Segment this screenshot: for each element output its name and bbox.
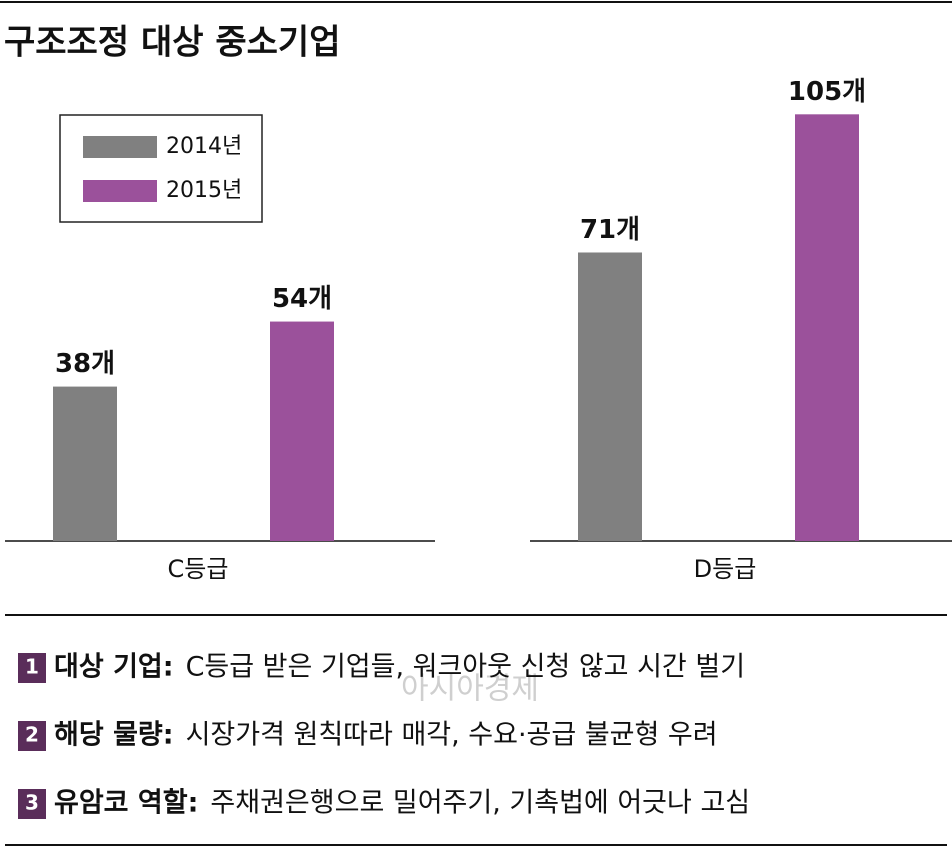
bar xyxy=(795,114,859,542)
watermark: 아시아경제 xyxy=(401,672,539,707)
note-number-box xyxy=(18,653,46,683)
x-tick-label: C등급 xyxy=(168,555,229,583)
note-text: 시장가격 원칙따라 매각, 수요·공급 불균형 우려 xyxy=(186,720,718,751)
bar xyxy=(53,386,117,541)
legend-box xyxy=(59,114,263,223)
note-number: 2 xyxy=(25,723,39,747)
bar xyxy=(578,252,642,541)
bar xyxy=(270,321,334,541)
note-text: C등급 받은 기업들, 워크아웃 신청 않고 시간 벌기 xyxy=(186,652,745,683)
note-label: 유암코 역할: xyxy=(54,788,198,819)
legend-label: 2014년 xyxy=(166,134,242,159)
legend-label: 2015년 xyxy=(166,178,242,203)
value-label: 54개 xyxy=(272,284,332,314)
value-label: 71개 xyxy=(580,215,640,245)
chart-title: 구조조정 대상 중소기업 xyxy=(4,23,340,63)
note-text: 주채권은행으로 밀어주기, 기촉법에 어긋나 고심 xyxy=(210,788,750,819)
value-label: 38개 xyxy=(55,349,115,379)
note-label: 해당 물량: xyxy=(54,720,174,751)
note-number-box xyxy=(18,789,46,819)
value-label: 105개 xyxy=(788,77,866,107)
note-number: 1 xyxy=(25,655,39,679)
x-tick-label: D등급 xyxy=(694,555,757,583)
note-number-box xyxy=(18,721,46,751)
legend-swatch xyxy=(83,180,157,202)
note-label: 대상 기업: xyxy=(54,652,174,683)
legend-swatch xyxy=(83,136,157,158)
note-number: 3 xyxy=(25,791,39,815)
